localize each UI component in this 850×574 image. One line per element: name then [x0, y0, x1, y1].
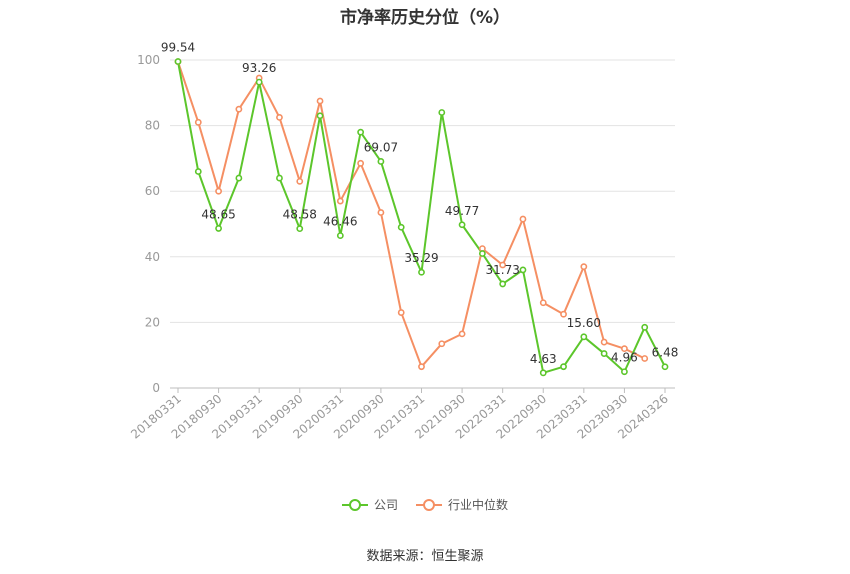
y-tick-label: 80 [145, 119, 160, 133]
data-label: 15.60 [567, 316, 601, 330]
legend: 公司 行业中位数 [0, 496, 850, 513]
legend-label-industry-median: 行业中位数 [448, 498, 509, 512]
company-data-point [560, 363, 567, 371]
company-data-point [336, 232, 344, 240]
company-data-point [255, 78, 263, 86]
data-label: 48.58 [283, 208, 317, 222]
company-data-point [499, 280, 507, 288]
data-label: 46.46 [323, 215, 357, 229]
data-label: 4.96 [611, 351, 638, 365]
data-label: 49.77 [445, 204, 479, 218]
legend-marker-company [341, 498, 368, 511]
industry-median-data-point [519, 215, 527, 223]
data-label: 99.54 [161, 41, 195, 55]
company-data-point [539, 369, 547, 377]
industry-median-data-point [438, 340, 446, 348]
legend-item-industry-median[interactable]: 行业中位数 [416, 496, 508, 513]
company-data-point [621, 368, 628, 376]
company-data-point [276, 174, 283, 182]
company-data-point [397, 223, 405, 231]
industry-median-data-point [215, 187, 222, 195]
data-labels: 99.54 48.65 93.26 48.58 46.46 69.07 35.29 49.77… [161, 41, 679, 366]
company-data-point [661, 363, 669, 371]
data-label: 31.73 [485, 263, 519, 277]
industry-median-data-point [296, 177, 304, 185]
company-data-point [316, 112, 324, 120]
company-data-point [519, 266, 527, 274]
industry-median-data-point [377, 209, 385, 216]
company-data-point [438, 109, 446, 116]
legend-marker-industry-median [416, 498, 442, 511]
company-data-point [194, 168, 202, 175]
company-data-point [418, 268, 425, 276]
y-tick-label: 20 [145, 315, 160, 329]
legend-label-company: 公司 [373, 498, 398, 512]
source-note: 数据来源：恒生聚源 [366, 549, 484, 564]
data-label: 35.29 [404, 251, 438, 265]
company-data-point [458, 221, 466, 229]
industry-median-data-point [458, 330, 466, 338]
y-tick-label: 100 [137, 53, 160, 67]
industry-median-data-point [499, 261, 507, 269]
company-data-point [235, 174, 243, 182]
industry-median-data-point [316, 97, 324, 105]
industry-median-data-point [357, 159, 365, 167]
company-data-point [174, 58, 182, 65]
legend-item-company[interactable]: 公司 [341, 496, 398, 513]
industry-median-data-point [418, 363, 425, 371]
company-data-point [377, 158, 385, 165]
y-tick-label: 40 [145, 250, 160, 264]
industry-median-data-point [580, 263, 588, 271]
x-axis: 2018033120180930201903312019093020200331… [128, 387, 675, 442]
y-tick-label: 60 [145, 184, 160, 198]
data-label: 69.07 [364, 140, 398, 154]
industry-median-data-point [641, 355, 649, 362]
industry-median-data-point [276, 114, 283, 121]
company-data-point [600, 350, 608, 357]
company-data-point [357, 128, 365, 136]
chart-title: 市净率历史分位（%） [339, 8, 511, 28]
data-label: 6.48 [652, 346, 679, 360]
industry-median-data-point [336, 197, 344, 205]
company-data-point [641, 323, 649, 331]
industry-median-data-point [539, 299, 547, 307]
industry-median-data-point [235, 105, 243, 113]
y-axis-ticks: 0 20 40 60 80 100 [137, 53, 160, 395]
company-data-point [215, 225, 222, 232]
company-data-point [580, 333, 588, 341]
industry-median-data-point [560, 310, 567, 318]
data-label: 48.65 [201, 207, 235, 221]
data-label: 4.63 [530, 352, 557, 366]
series-points [174, 58, 669, 377]
industry-median-data-point [600, 338, 608, 346]
y-tick-label: 0 [152, 381, 160, 395]
company-data-point [296, 225, 304, 233]
industry-median-data-point [194, 118, 202, 126]
industry-median-data-point [621, 345, 628, 353]
industry-median-series-line [177, 61, 646, 368]
industry-median-data-point [397, 309, 405, 316]
company-data-point [478, 250, 486, 257]
data-label: 93.26 [242, 61, 276, 75]
